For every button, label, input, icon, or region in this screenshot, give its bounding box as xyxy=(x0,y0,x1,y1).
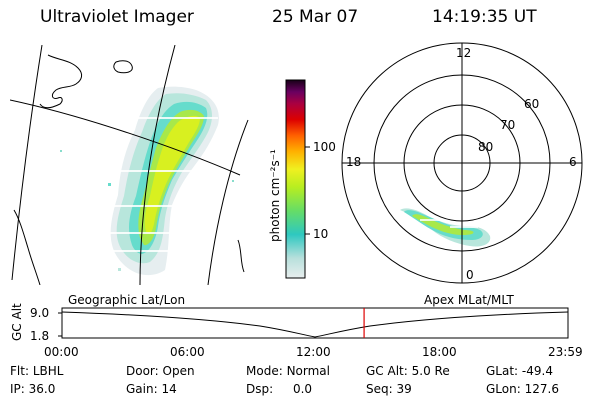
colorbar-tick-label-10: 10 xyxy=(313,227,329,241)
timeline-ytick-min: 1.8 xyxy=(30,329,50,343)
time-readout: 14:19:35 UT xyxy=(432,7,537,27)
date-readout: 25 Mar 07 xyxy=(272,7,359,27)
lat-label-70: 70 xyxy=(500,118,516,132)
aurora-polar-image xyxy=(400,208,491,247)
timeline-xtick-0600: 06:00 xyxy=(170,345,205,359)
mlt-label-18: 18 xyxy=(346,155,362,169)
timeline-left-label: Geographic Lat/Lon xyxy=(68,293,186,307)
mode-readout: Mode: Normal xyxy=(246,364,330,378)
gain-readout: Gain: 14 xyxy=(126,382,177,396)
aurora-geographic-image xyxy=(10,45,249,285)
seq-readout: Seq: 39 xyxy=(366,382,412,396)
door-readout: Door: Open xyxy=(126,364,195,378)
timeline-right-label: Apex MLat/MLT xyxy=(424,293,514,307)
timeline-xtick-1200: 12:00 xyxy=(296,345,331,359)
timeline-ytick-max: 9.0 xyxy=(30,306,50,320)
page-title: Ultraviolet Imager xyxy=(40,7,194,27)
filter-readout: Flt: LBHL xyxy=(10,364,64,378)
mlt-label-0: 0 xyxy=(466,268,474,282)
mlt-label-6: 6 xyxy=(569,155,577,169)
colorbar-gradient xyxy=(285,79,306,279)
ip-readout: IP: 36.0 xyxy=(10,382,56,396)
timeline-frame xyxy=(61,307,569,339)
lat-label-60: 60 xyxy=(524,97,540,111)
dsp-readout: Dsp: 0.0 xyxy=(246,382,313,396)
lat-label-80: 80 xyxy=(478,140,494,154)
colorbar-tick-label-100: 100 xyxy=(313,140,336,154)
timeline-xtick-0000: 00:00 xyxy=(44,345,79,359)
gc-alt-readout: GC Alt: 5.0 Re xyxy=(366,364,450,378)
glat-readout: GLat: -49.4 xyxy=(486,364,553,378)
glon-readout: GLon: 127.6 xyxy=(486,382,559,396)
timeline-xtick-1800: 18:00 xyxy=(422,345,457,359)
timeline-xtick-2359: 23:59 xyxy=(548,345,583,359)
mlt-label-12: 12 xyxy=(456,46,472,60)
altitude-curve xyxy=(61,311,569,338)
